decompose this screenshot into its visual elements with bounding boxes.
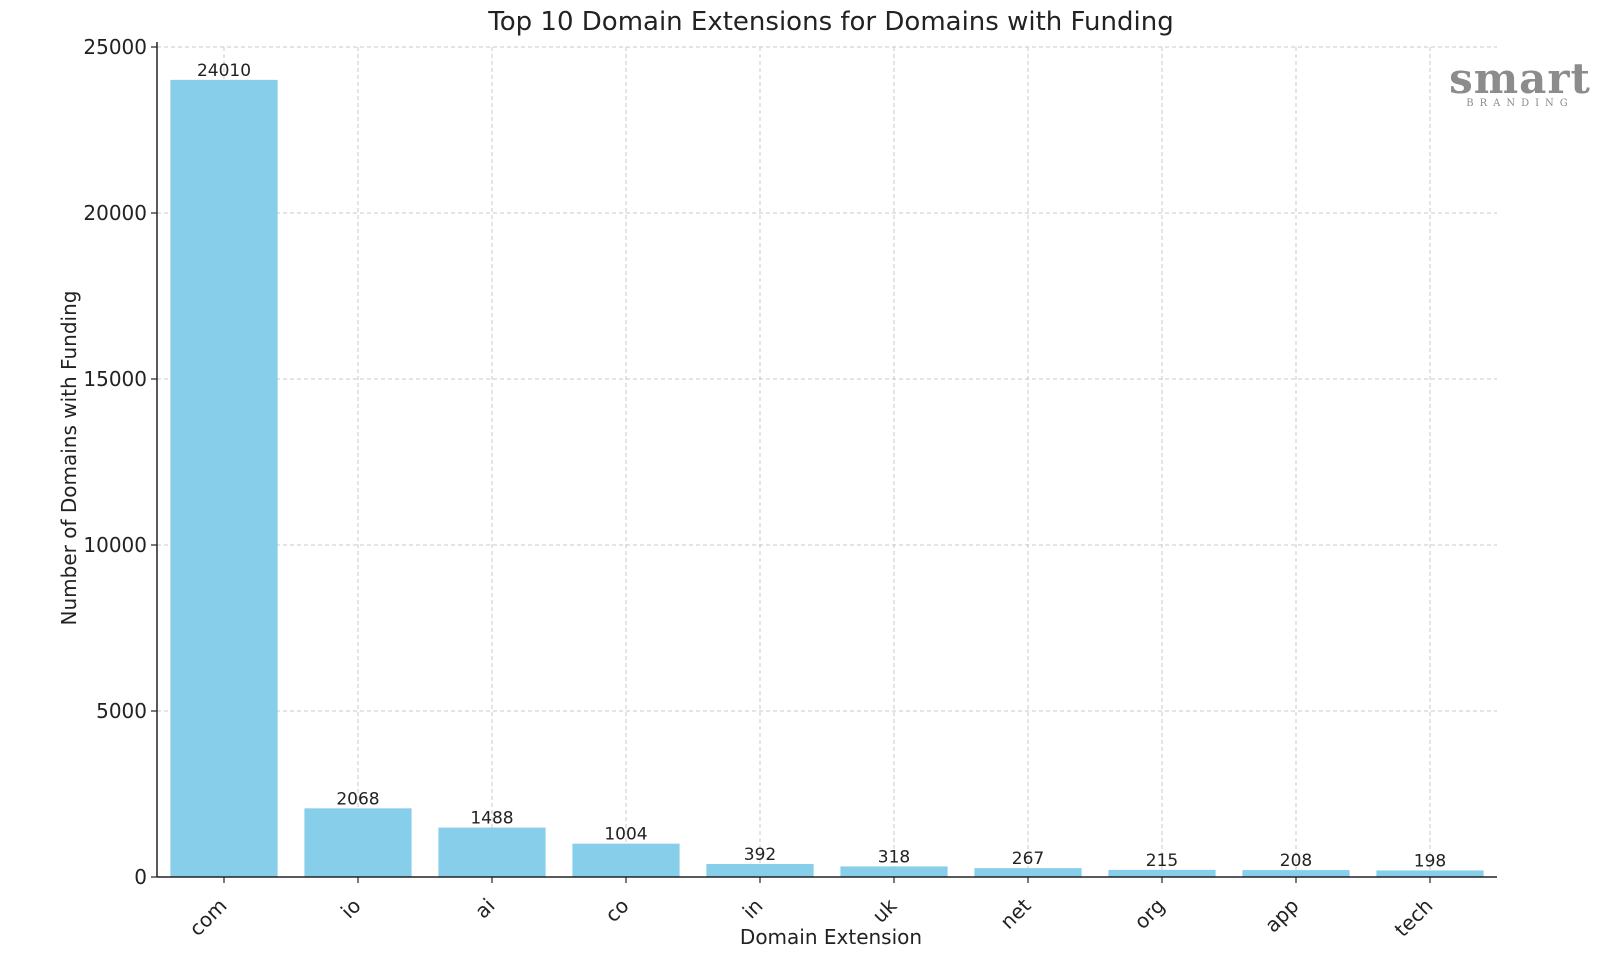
- data-label-com: 24010: [197, 61, 251, 81]
- bar-org: [1108, 869, 1216, 877]
- y-tick-label-4: 20000: [83, 201, 147, 225]
- bar-io: [304, 808, 412, 877]
- smart-branding-logo: smart BRANDING: [1440, 54, 1600, 110]
- y-tick-label-1: 5000: [96, 699, 147, 723]
- x-tick-label-tech: tech: [1390, 894, 1438, 942]
- x-tick-label-co: co: [600, 894, 633, 927]
- x-tick-label-org: org: [1129, 894, 1169, 934]
- data-label-ai: 1488: [470, 809, 513, 829]
- chart-title: Top 10 Domain Extensions for Domains wit…: [487, 7, 1173, 37]
- bar-app: [1242, 870, 1350, 877]
- data-label-io: 2068: [336, 789, 379, 809]
- grid-lines: [157, 46, 1497, 878]
- bars-group: [170, 79, 1484, 878]
- y-axis-label: Number of Domains with Funding: [57, 291, 81, 626]
- axes: [151, 42, 1497, 883]
- data-label-uk: 318: [878, 847, 910, 867]
- bar-in: [706, 863, 814, 877]
- x-tick-label-ai: ai: [470, 894, 500, 924]
- data-label-in: 392: [744, 845, 776, 865]
- bar-uk: [840, 866, 948, 877]
- y-tick-label-3: 15000: [83, 367, 147, 391]
- y-tick-labels: 0 5000 10000 15000 20000 25000: [83, 35, 147, 889]
- y-tick-label-0: 0: [134, 865, 147, 889]
- bar-ai: [438, 827, 546, 877]
- x-tick-label-com: com: [184, 894, 231, 941]
- bar-tech: [1376, 870, 1484, 877]
- data-label-app: 208: [1280, 851, 1312, 871]
- x-tick-label-net: net: [995, 893, 1035, 933]
- y-tick-label-2: 10000: [83, 533, 147, 557]
- data-label-org: 215: [1146, 851, 1178, 871]
- data-label-co: 1004: [604, 825, 647, 845]
- x-tick-label-uk: uk: [867, 893, 901, 927]
- x-tick-label-app: app: [1260, 894, 1304, 938]
- logo-wordmark: smart: [1449, 54, 1591, 103]
- bar-co: [572, 843, 680, 877]
- bar-com: [170, 79, 278, 878]
- logo-subtitle: BRANDING: [1466, 98, 1574, 109]
- x-tick-label-io: io: [336, 894, 366, 924]
- y-tick-label-5: 25000: [83, 35, 147, 59]
- data-label-net: 267: [1012, 849, 1044, 869]
- data-labels: 24010 2068 1488 1004 392 318 267 215 208 198: [197, 61, 1446, 872]
- bar-net: [974, 868, 1082, 877]
- x-tick-label-in: in: [738, 894, 768, 924]
- data-label-tech: 198: [1414, 851, 1446, 871]
- x-axis-label: Domain Extension: [740, 925, 922, 949]
